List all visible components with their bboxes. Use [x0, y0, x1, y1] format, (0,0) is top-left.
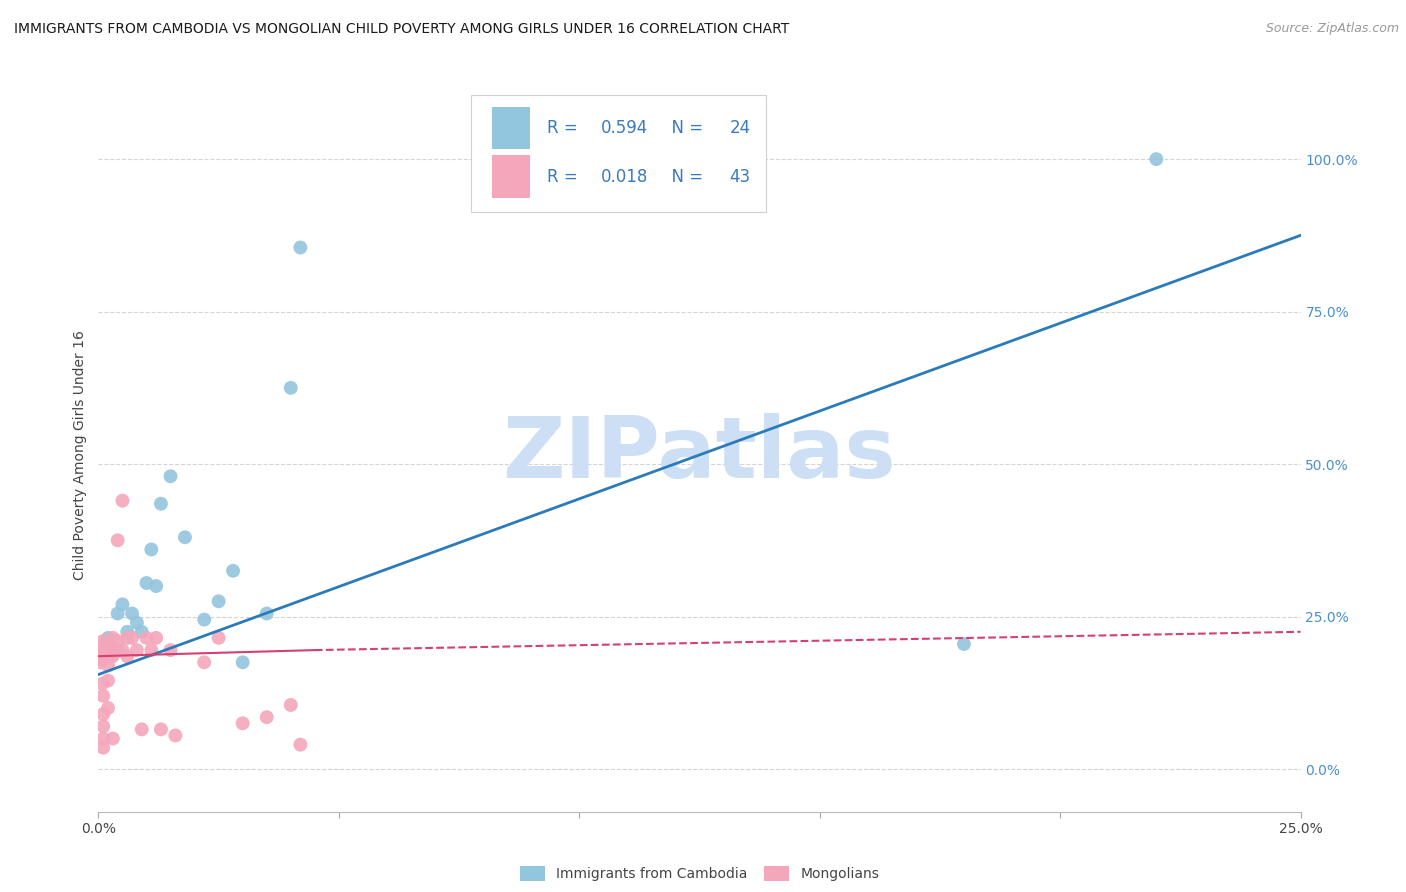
Point: [91, 634, 114, 648]
Point: [135, 631, 157, 645]
Point: [290, 738, 312, 752]
Point: [174, 530, 197, 544]
Point: [208, 594, 231, 608]
Point: [91, 731, 114, 746]
Point: [125, 615, 148, 630]
Text: N =: N =: [661, 120, 709, 137]
Point: [141, 643, 163, 657]
Point: [91, 676, 114, 690]
Point: [89, 655, 111, 669]
Point: [232, 655, 254, 669]
Point: [97, 701, 120, 715]
Point: [107, 607, 129, 621]
Point: [149, 723, 172, 737]
Point: [91, 652, 114, 666]
Point: [101, 640, 124, 654]
Point: [141, 542, 163, 557]
Point: [145, 631, 167, 645]
Point: [290, 241, 312, 255]
Point: [131, 624, 153, 639]
Point: [193, 655, 215, 669]
Text: ZIPatlas: ZIPatlas: [502, 413, 897, 497]
Point: [125, 643, 148, 657]
Point: [135, 576, 157, 591]
Point: [165, 729, 187, 743]
Point: [97, 640, 120, 654]
Text: 0.018: 0.018: [600, 168, 648, 186]
Point: [280, 381, 302, 395]
Point: [149, 497, 172, 511]
Point: [91, 643, 114, 657]
Point: [953, 637, 976, 651]
Point: [107, 643, 129, 657]
Point: [111, 598, 134, 612]
Point: [90, 649, 112, 664]
Point: [101, 646, 124, 660]
Point: [111, 493, 134, 508]
Text: 43: 43: [730, 168, 751, 186]
Text: N =: N =: [661, 168, 709, 186]
Text: Source: ZipAtlas.com: Source: ZipAtlas.com: [1265, 22, 1399, 36]
Point: [111, 643, 134, 657]
Point: [159, 469, 181, 483]
Point: [97, 631, 120, 645]
Point: [256, 710, 278, 724]
Point: [91, 707, 114, 722]
Point: [91, 719, 114, 733]
Point: [97, 649, 120, 664]
Text: 0.594: 0.594: [600, 120, 648, 137]
Point: [94, 637, 117, 651]
Text: IMMIGRANTS FROM CAMBODIA VS MONGOLIAN CHILD POVERTY AMONG GIRLS UNDER 16 CORRELA: IMMIGRANTS FROM CAMBODIA VS MONGOLIAN CH…: [14, 22, 789, 37]
Point: [101, 649, 124, 664]
Point: [117, 631, 139, 645]
Point: [117, 649, 139, 664]
Bar: [492, 107, 530, 150]
Bar: [492, 155, 530, 198]
Point: [121, 631, 143, 645]
Point: [232, 716, 254, 731]
Point: [256, 607, 278, 621]
Point: [208, 631, 231, 645]
FancyBboxPatch shape: [471, 95, 766, 212]
Point: [107, 634, 129, 648]
Point: [145, 579, 167, 593]
Point: [107, 533, 129, 548]
Point: [222, 564, 245, 578]
Point: [121, 607, 143, 621]
Point: [101, 631, 124, 645]
Text: R =: R =: [547, 120, 583, 137]
Point: [91, 740, 114, 755]
Point: [117, 624, 139, 639]
Legend: Immigrants from Cambodia, Mongolians: Immigrants from Cambodia, Mongolians: [515, 861, 884, 887]
Point: [97, 673, 120, 688]
Point: [97, 658, 120, 673]
Point: [193, 613, 215, 627]
Point: [91, 689, 114, 703]
Point: [90, 646, 112, 660]
Text: 24: 24: [730, 120, 751, 137]
Point: [101, 731, 124, 746]
Text: R =: R =: [547, 168, 583, 186]
Point: [159, 643, 181, 657]
Y-axis label: Child Poverty Among Girls Under 16: Child Poverty Among Girls Under 16: [73, 330, 87, 580]
Point: [131, 723, 153, 737]
Point: [280, 698, 302, 712]
Point: [1144, 152, 1167, 166]
